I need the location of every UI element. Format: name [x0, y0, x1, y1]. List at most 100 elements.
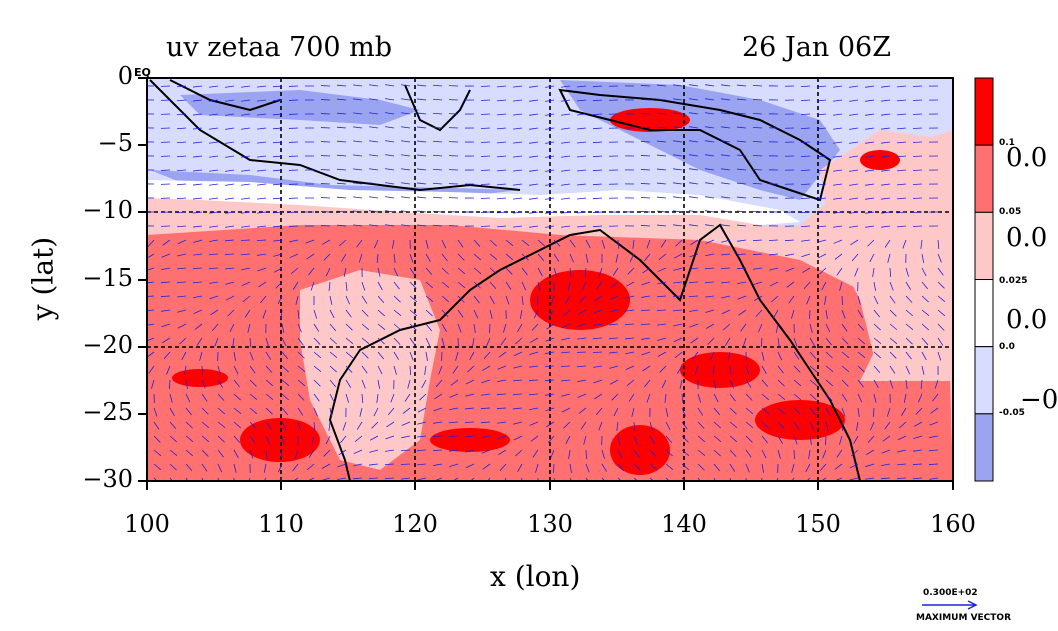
wind-arrow: [771, 295, 779, 303]
wind-arrow: [705, 140, 715, 143]
wind-arrow: [176, 197, 187, 200]
wind-arrow: [241, 85, 251, 88]
wind-arrow: [901, 407, 907, 416]
wind-arrow: [721, 196, 731, 199]
wind-arrow: [592, 169, 603, 172]
wind-arrow: [425, 253, 431, 263]
wind-arrow: [755, 309, 763, 317]
wind-arrow: [640, 141, 651, 143]
wind-arrow: [277, 463, 283, 473]
wind-arrow: [657, 98, 667, 101]
wind-arrow: [721, 281, 731, 284]
wind-arrow: [265, 337, 269, 347]
wind-arrow: [421, 379, 427, 389]
wind-arrow: [592, 211, 603, 214]
wind-arrow: [209, 141, 219, 144]
colorbar-swatch: [974, 413, 994, 482]
wind-arrow: [201, 449, 209, 457]
wind-arrow: [800, 141, 811, 144]
wind-arrow: [504, 477, 507, 481]
wind-arrow: [337, 112, 347, 115]
wind-arrow: [817, 239, 827, 243]
wind-arrow: [720, 267, 731, 269]
wind-arrow: [640, 309, 651, 312]
wind-arrow: [337, 154, 347, 157]
wind-arrow: [469, 351, 475, 361]
wind-arrow: [227, 309, 235, 317]
wind-arrow: [577, 155, 587, 158]
wind-arrow: [870, 421, 875, 431]
wind-arrow: [257, 225, 267, 228]
wind-arrow: [758, 323, 763, 333]
wind-arrow: [737, 126, 747, 129]
wind-arrow: [681, 477, 686, 481]
wind-arrow: [354, 435, 363, 442]
wind-arrow: [545, 351, 555, 354]
wind-arrow: [784, 239, 795, 242]
wind-arrow: [432, 224, 443, 227]
wind-arrow: [441, 309, 449, 317]
wind-arrow: [337, 140, 347, 143]
wind-arrow: [806, 295, 811, 305]
wind-arrow: [356, 239, 363, 248]
wind-arrow: [881, 141, 891, 144]
wind-arrow: [801, 253, 811, 258]
wind-arrow: [849, 99, 859, 102]
colorbar-swatch: [974, 144, 994, 213]
wind-arrow: [617, 449, 623, 459]
wind-arrow: [903, 393, 907, 403]
wind-arrow: [153, 435, 161, 443]
wind-arrow: [576, 365, 587, 368]
wind-arrow: [673, 224, 683, 227]
wind-arrow: [192, 267, 203, 269]
wind-arrow: [934, 379, 939, 389]
wind-arrow: [681, 407, 686, 417]
wind-arrow: [457, 239, 464, 248]
wind-arrow: [225, 239, 235, 242]
wind-arrow: [889, 281, 894, 291]
wind-arrow: [260, 295, 267, 304]
wind-arrow: [209, 197, 219, 200]
wind-arrow: [569, 253, 574, 263]
wind-arrow: [930, 407, 939, 414]
wind-arrow: [290, 267, 299, 275]
wind-arrow: [199, 351, 203, 361]
wind-arrow: [577, 211, 587, 214]
wind-arrow: [897, 449, 907, 453]
wind-arrow: [409, 323, 417, 331]
wind-arrow: [800, 85, 811, 88]
wind-arrow: [742, 337, 747, 347]
wind-arrow: [624, 337, 635, 340]
wind-arrow: [432, 210, 443, 213]
wind-arrow: [217, 435, 225, 443]
wind-arrow: [841, 295, 843, 306]
wind-arrow: [161, 323, 171, 328]
wind-arrow: [841, 407, 846, 417]
wind-arrow: [505, 253, 514, 261]
wind-arrow: [793, 421, 800, 430]
wind-arrow: [489, 309, 493, 319]
wind-arrow: [577, 197, 587, 200]
wind-arrow: [612, 267, 619, 276]
wind-arrow: [338, 449, 347, 456]
wind-arrow: [432, 126, 443, 129]
wind-arrow: [329, 365, 337, 373]
wind-arrow: [593, 365, 603, 368]
wind-arrow: [217, 365, 221, 375]
wind-arrow: [825, 337, 832, 346]
wind-arrow: [169, 435, 178, 443]
wind-arrow: [292, 281, 299, 290]
wind-arrow: [465, 379, 475, 385]
wind-arrow: [465, 449, 475, 453]
wind-arrow: [416, 449, 427, 451]
wind-arrow: [912, 197, 923, 199]
wind-arrow: [529, 169, 539, 172]
wind-arrow: [745, 365, 750, 375]
wind-arrow: [867, 239, 875, 247]
wind-arrow: [577, 309, 587, 315]
wind-arrow: [193, 99, 203, 102]
wind-arrow: [657, 140, 667, 143]
wind-arrow: [465, 407, 475, 410]
wind-arrow: [865, 463, 875, 468]
wind-arrow: [473, 253, 482, 261]
